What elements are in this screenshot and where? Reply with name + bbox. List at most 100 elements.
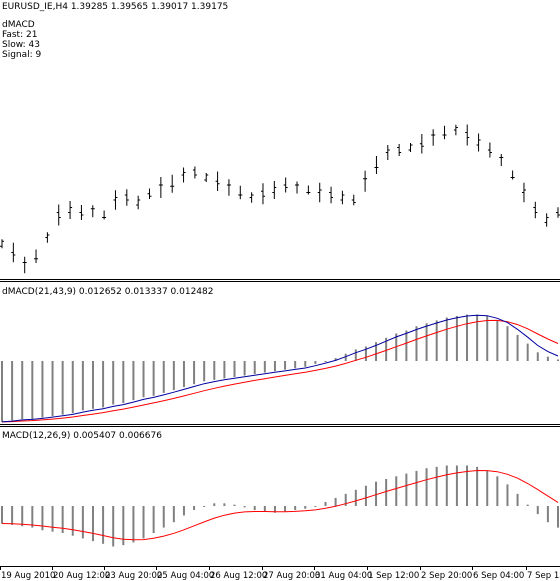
macd-panel <box>1 465 559 547</box>
histogram-bar <box>112 361 115 405</box>
price-bar <box>476 133 481 152</box>
histogram-bar <box>314 361 317 364</box>
price-bar <box>215 171 220 191</box>
time-tick-label: 25 Aug 04:00 <box>157 571 214 581</box>
price-bar <box>22 256 27 274</box>
time-tick-label: 27 Aug 20:00 <box>263 571 320 581</box>
histogram-bar <box>395 476 398 506</box>
price-bar <box>68 201 73 219</box>
chart-header: EURUSD_IE,H4 1.39285 1.39565 1.39017 1.3… <box>2 2 229 12</box>
price-bar <box>453 124 458 136</box>
histogram-bar <box>253 506 256 511</box>
price-bar <box>408 143 413 152</box>
histogram-bar <box>486 470 489 506</box>
histogram-bar <box>132 506 135 543</box>
signal-line <box>1 319 559 423</box>
histogram-bar <box>213 361 216 380</box>
histogram-bar <box>516 334 519 361</box>
price-panel <box>0 124 560 274</box>
time-tick-label: 1 Sep 12:00 <box>368 571 419 581</box>
histogram-bar <box>284 361 287 370</box>
time-tick-label: 7 Sep 12:00 <box>527 571 560 581</box>
histogram-bar <box>506 326 509 361</box>
price-bar <box>0 239 4 249</box>
histogram-bar <box>11 506 14 525</box>
price-bar <box>136 195 141 210</box>
price-bar <box>192 166 197 179</box>
histogram-bar <box>142 361 145 398</box>
time-tick-label: 6 Sep 04:00 <box>473 571 524 581</box>
price-bar <box>306 185 311 195</box>
histogram-bar <box>193 506 196 511</box>
histogram-bar <box>61 361 64 415</box>
price-bar <box>272 181 277 199</box>
histogram-bar <box>385 479 388 506</box>
price-bar <box>283 177 288 193</box>
histogram-bar <box>11 361 14 421</box>
histogram-bar <box>142 506 145 539</box>
time-tick-label: 2 Sep 20:00 <box>421 571 472 581</box>
time-tick-label: 20 Aug 12:00 <box>53 571 110 581</box>
histogram-bar <box>294 361 297 369</box>
histogram-bar <box>31 506 34 528</box>
histogram-bar <box>354 489 357 506</box>
histogram-bar <box>466 314 469 361</box>
histogram-bar <box>486 316 489 361</box>
price-bar <box>113 190 118 210</box>
histogram-bar <box>304 361 307 367</box>
histogram-bar <box>61 506 64 533</box>
histogram-bar <box>334 358 337 361</box>
price-bar <box>56 204 61 226</box>
dmacd-label: dMACD(21,43,9) 0.012652 0.013337 0.01248… <box>2 287 214 297</box>
histogram-bar <box>102 506 105 544</box>
histogram-bar <box>253 361 256 375</box>
histogram-bar <box>496 476 499 506</box>
histogram-bar <box>375 481 378 506</box>
main-line <box>1 314 559 423</box>
price-bar <box>260 183 265 205</box>
price-bar <box>204 173 209 182</box>
price-bar <box>34 249 39 263</box>
price-bar <box>11 242 16 263</box>
histogram-bar <box>91 506 94 542</box>
price-bar <box>329 186 334 204</box>
histogram-bar <box>476 314 479 361</box>
histogram-bar <box>203 506 206 507</box>
histogram-bar <box>526 343 529 361</box>
histogram-bar <box>21 506 24 527</box>
price-bar <box>499 154 504 166</box>
price-bar <box>431 129 436 146</box>
histogram-bar <box>1 361 3 422</box>
histogram-bar <box>435 466 438 506</box>
histogram-bar <box>51 361 54 417</box>
histogram-bar <box>455 465 458 506</box>
price-bar <box>419 134 424 154</box>
histogram-bar <box>203 361 206 382</box>
dmacd-panel <box>1 314 559 423</box>
price-bar <box>170 174 175 193</box>
histogram-bar <box>385 337 388 361</box>
histogram-bar <box>324 501 327 506</box>
price-bar <box>544 213 549 227</box>
time-tick-label: 23 Aug 20:00 <box>105 571 162 581</box>
histogram-bar <box>243 506 246 508</box>
histogram-bar <box>324 361 327 362</box>
signal-line <box>1 469 559 541</box>
histogram-bar <box>557 359 559 361</box>
price-bar <box>510 170 515 180</box>
histogram-bar <box>536 352 539 361</box>
histogram-bar <box>314 506 317 507</box>
histogram-bar <box>102 361 105 408</box>
histogram-bar <box>364 485 367 506</box>
price-bar <box>465 124 470 146</box>
histogram-bar <box>122 361 125 404</box>
histogram-bar <box>132 361 135 401</box>
price-bar <box>521 182 526 203</box>
histogram-bar <box>557 506 559 528</box>
histogram-bar <box>172 506 175 523</box>
histogram-bar <box>122 506 125 546</box>
price-bar <box>397 144 402 156</box>
histogram-bar <box>41 506 44 531</box>
histogram-bar <box>466 465 469 506</box>
